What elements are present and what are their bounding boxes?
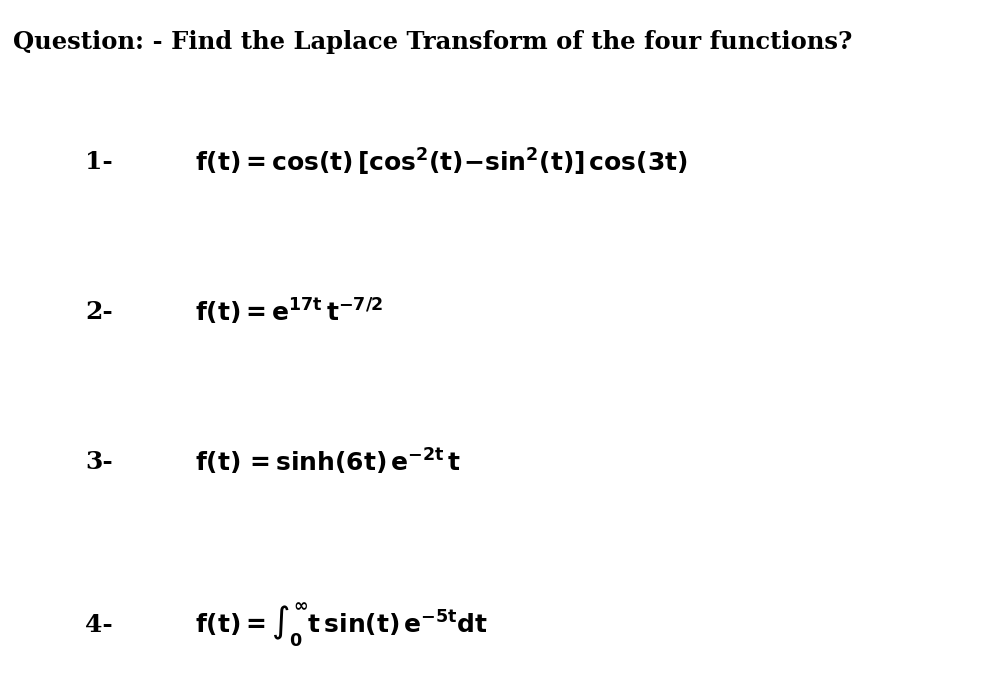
Text: $\mathbf{f(t) = cos(t)\,[cos^2(t){-}sin^2(t)]\,cos(3t)}$: $\mathbf{f(t) = cos(t)\,[cos^2(t){-}sin^…	[194, 146, 687, 178]
Text: 4-: 4-	[85, 613, 112, 637]
Text: 3-: 3-	[85, 450, 112, 474]
Text: 1-: 1-	[85, 150, 112, 174]
Text: $\mathbf{f(t) = e^{17t}\,t^{-7/2}}$: $\mathbf{f(t) = e^{17t}\,t^{-7/2}}$	[194, 297, 383, 327]
Text: Question: - Find the Laplace Transform of the four functions?: Question: - Find the Laplace Transform o…	[13, 30, 852, 54]
Text: 2-: 2-	[85, 300, 112, 324]
Text: $\mathbf{f(t) = \int_0^{\infty} t\,sin(t)\,e^{-5t}dt}$: $\mathbf{f(t) = \int_0^{\infty} t\,sin(t…	[194, 601, 488, 649]
Text: $\mathbf{f(t)\,{=}sinh(6t)\,e^{-2t}\,t}$: $\mathbf{f(t)\,{=}sinh(6t)\,e^{-2t}\,t}$	[194, 447, 461, 477]
